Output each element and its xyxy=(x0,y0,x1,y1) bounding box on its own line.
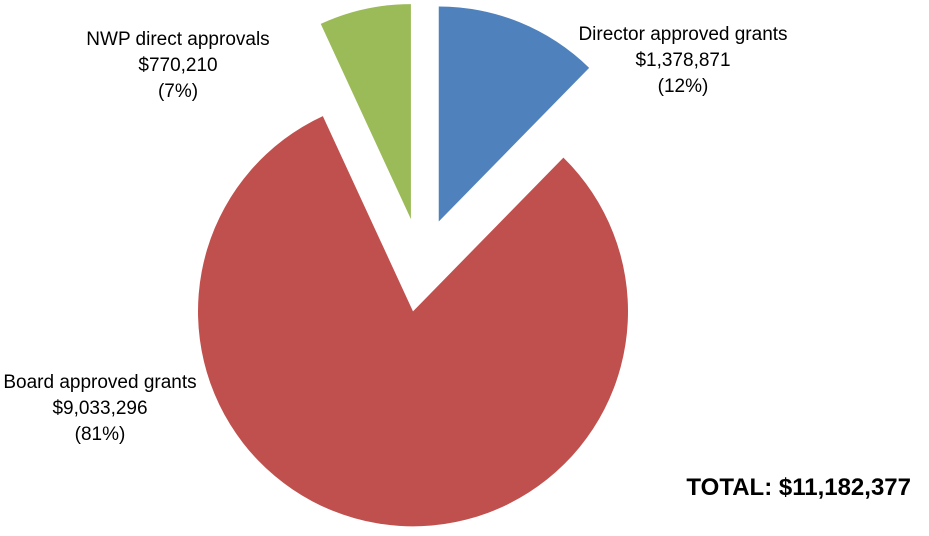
total-label: TOTAL: $11,182,377 xyxy=(686,474,911,501)
percent-label: (81%) xyxy=(74,424,126,445)
pie-slice xyxy=(198,116,629,527)
value-label: $770,210 xyxy=(138,55,218,76)
percent-label: (7%) xyxy=(157,81,199,102)
slice-label: Director approved grants $1,378,871 (12%) xyxy=(568,22,798,100)
slice-label: NWP direct approvals $770,210 (7%) xyxy=(63,27,293,105)
percent-label: (12%) xyxy=(657,76,709,97)
category-label: Board approved grants xyxy=(3,372,197,393)
value-label: $9,033,296 xyxy=(52,398,148,419)
pie-slice xyxy=(438,6,590,222)
pie-slice xyxy=(320,4,411,220)
category-label: Director approved grants xyxy=(578,24,788,45)
value-label: $1,378,871 xyxy=(635,50,731,71)
category-label: NWP direct approvals xyxy=(86,29,270,50)
slice-label: Board approved grants $9,033,296 (81%) xyxy=(0,370,215,448)
